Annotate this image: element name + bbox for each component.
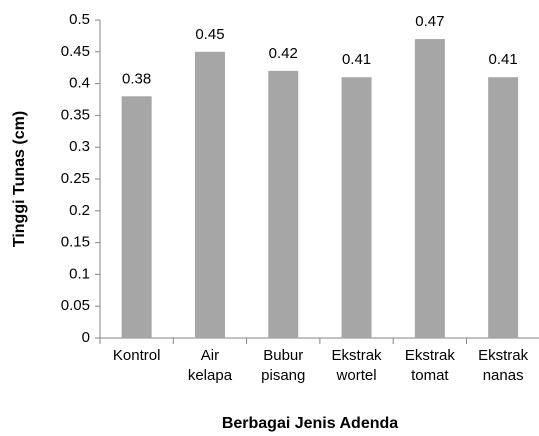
bar <box>121 96 152 338</box>
y-tick-label: 0.4 <box>69 75 90 92</box>
bar <box>488 77 519 339</box>
value-label: 0.45 <box>195 26 224 43</box>
y-tick-label: 0 <box>82 329 90 346</box>
x-tick-label: Ekstrak tomat <box>404 347 455 384</box>
x-tick-label: Kontrol <box>112 347 161 364</box>
value-label: 0.41 <box>489 51 518 68</box>
y-tick-label: 0.2 <box>69 202 90 219</box>
y-tick-label: 0.3 <box>69 138 90 155</box>
value-label: 0.41 <box>342 51 371 68</box>
y-axis-title: Tinggi Tunas (cm) <box>11 111 28 247</box>
y-tick-label: 0.15 <box>61 234 90 251</box>
bar <box>268 70 299 338</box>
y-tick-label: 0.5 <box>69 11 90 28</box>
bar <box>414 39 445 338</box>
value-label: 0.42 <box>269 45 298 62</box>
x-tick-label: Bubur pisang <box>261 347 306 384</box>
value-label: 0.38 <box>122 70 151 87</box>
y-tick-label: 0.05 <box>61 297 90 314</box>
y-tick-label: 0.35 <box>61 106 90 123</box>
value-label: 0.47 <box>415 13 444 30</box>
y-tick-label: 0.45 <box>61 43 90 60</box>
bar <box>194 51 225 339</box>
x-axis-title: Berbagai Jenis Adenda <box>222 415 398 432</box>
x-tick-label: Air kelapa <box>187 347 233 384</box>
y-tick-label: 0.25 <box>61 170 90 187</box>
x-tick-label: Ekstrak nanas <box>478 347 529 384</box>
bar <box>341 77 372 339</box>
y-tick-label: 0.1 <box>69 265 90 282</box>
x-tick-label: Ekstrak wortel <box>331 347 382 384</box>
